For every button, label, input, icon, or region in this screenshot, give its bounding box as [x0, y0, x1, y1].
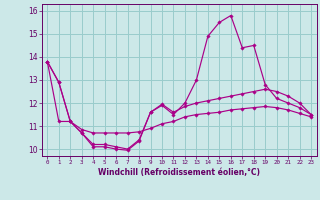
X-axis label: Windchill (Refroidissement éolien,°C): Windchill (Refroidissement éolien,°C)	[98, 168, 260, 177]
